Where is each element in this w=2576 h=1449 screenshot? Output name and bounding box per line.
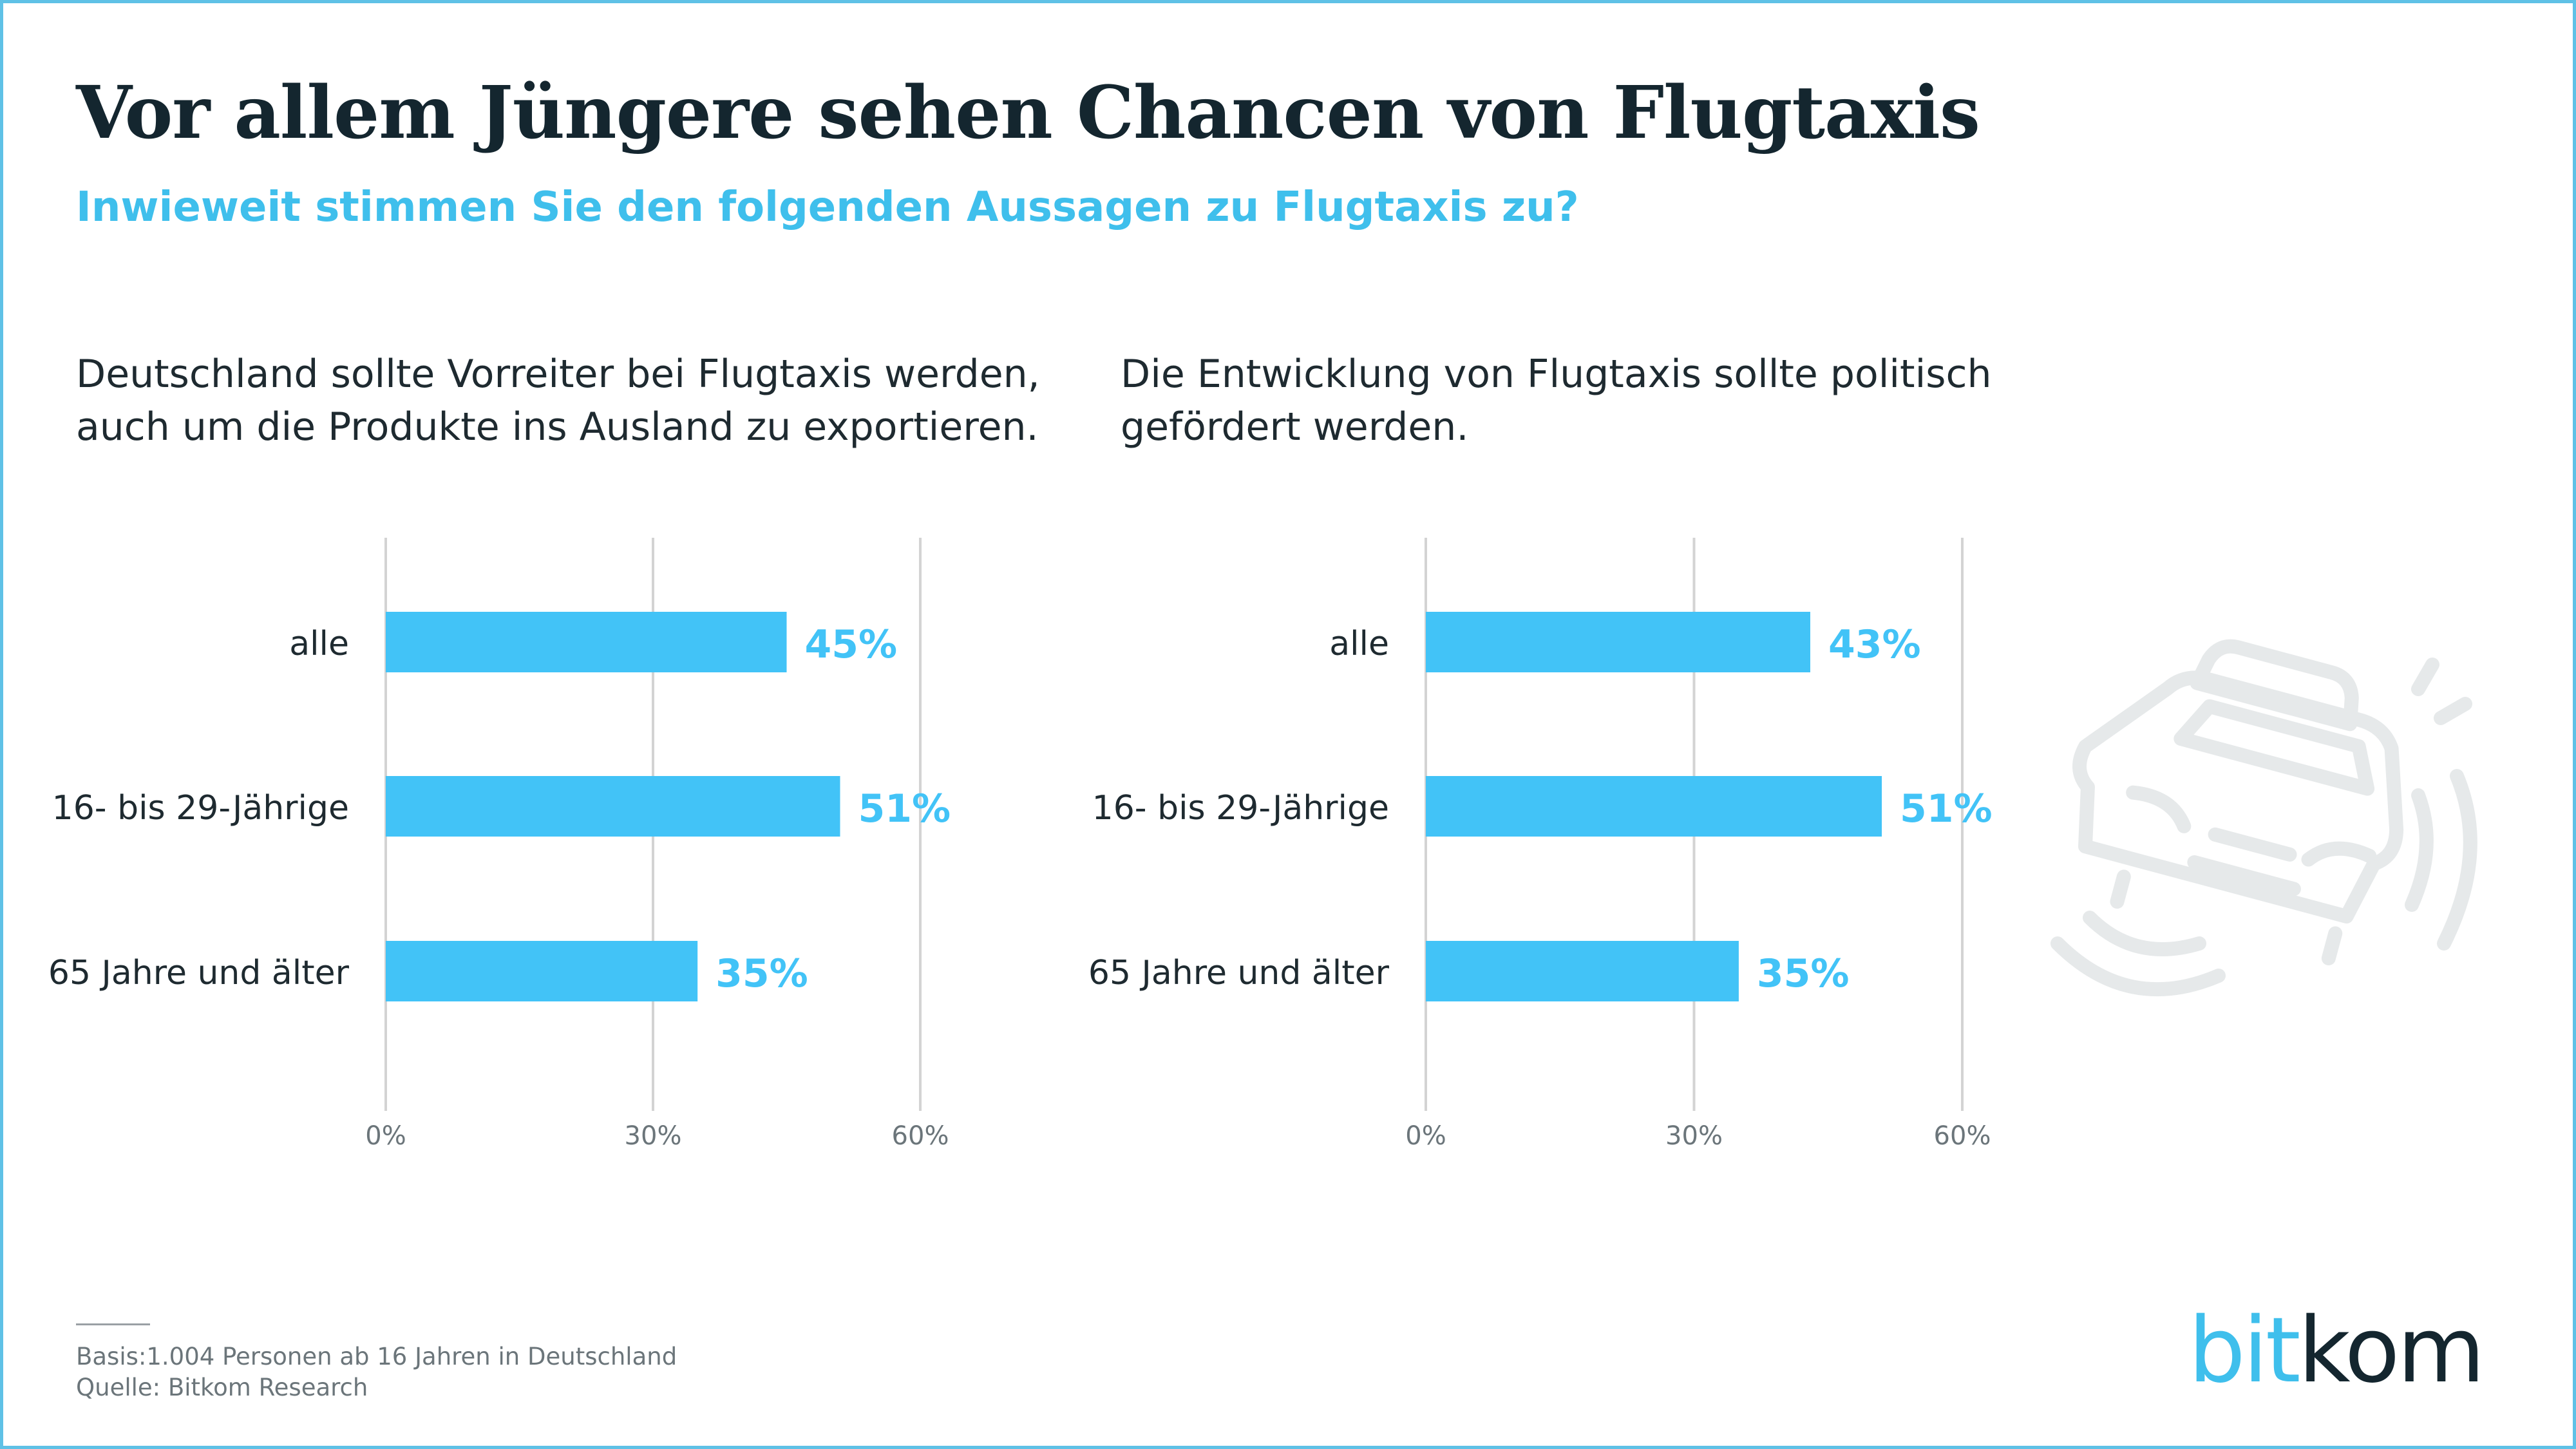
footer-divider — [76, 1323, 150, 1325]
category-label: 16- bis 29-Jährige — [52, 789, 349, 828]
logo-part-bit: bit — [2188, 1298, 2301, 1403]
value-label: 51% — [858, 786, 951, 831]
category-label: 16- bis 29-Jährige — [1092, 789, 1389, 828]
footnote-basis: Basis:1.004 Personen ab 16 Jahren in Deu… — [76, 1343, 677, 1370]
value-label: 45% — [805, 622, 898, 667]
value-label: 51% — [1900, 786, 1993, 831]
category-label: alle — [1329, 625, 1389, 663]
x-tick-label: 0% — [1405, 1121, 1446, 1151]
category-label: alle — [289, 625, 349, 663]
chart-2: 0% 30% 60% alle 43% 16- bis 29-Jährige 51% 65 J… — [1088, 538, 1993, 1151]
value-label: 35% — [715, 951, 808, 996]
bar — [1426, 941, 1739, 1001]
chart-1-title: Deutschland sollte Vorreiter bei Flugtax… — [76, 348, 1040, 453]
bar — [386, 776, 840, 837]
chart-2-title-line-1: Die Entwicklung von Flugtaxis sollte pol… — [1121, 352, 1992, 397]
bar — [386, 941, 698, 1001]
bar — [386, 612, 787, 672]
x-tick-label: 0% — [365, 1121, 406, 1151]
chart-1-title-line-2: auch um die Produkte ins Ausland zu expo… — [76, 404, 1039, 450]
chart-2-title-line-2: gefördert werden. — [1121, 404, 1469, 450]
flying-taxi-icon — [2050, 639, 2477, 997]
page-subtitle: Inwieweit stimmen Sie den folgenden Auss… — [76, 184, 1579, 231]
bar — [1426, 776, 1882, 837]
bitkom-logo: bitkom — [2188, 1303, 2485, 1399]
footnote-source: Quelle: Bitkom Research — [76, 1374, 368, 1401]
x-tick-label: 60% — [892, 1121, 949, 1151]
value-label: 43% — [1828, 622, 1921, 667]
chart-1-title-line-1: Deutschland sollte Vorreiter bei Flugtax… — [76, 352, 1040, 397]
chart-2-title: Die Entwicklung von Flugtaxis sollte pol… — [1121, 348, 1992, 453]
category-label: 65 Jahre und älter — [1088, 954, 1390, 992]
chart-1: 0% 30% 60% alle 45% 16- bis 29-Jährige 51% 65 J… — [48, 538, 951, 1151]
x-tick-label: 60% — [1934, 1121, 1991, 1151]
x-tick-label: 30% — [625, 1121, 682, 1151]
x-tick-label: 30% — [1665, 1121, 1723, 1151]
value-label: 35% — [1757, 951, 1850, 996]
logo-part-kom: kom — [2298, 1298, 2485, 1403]
category-label: 65 Jahre und älter — [48, 954, 350, 992]
bar — [1426, 612, 1810, 672]
page-title: Vor allem Jüngere sehen Chancen von Flug… — [76, 71, 1980, 155]
